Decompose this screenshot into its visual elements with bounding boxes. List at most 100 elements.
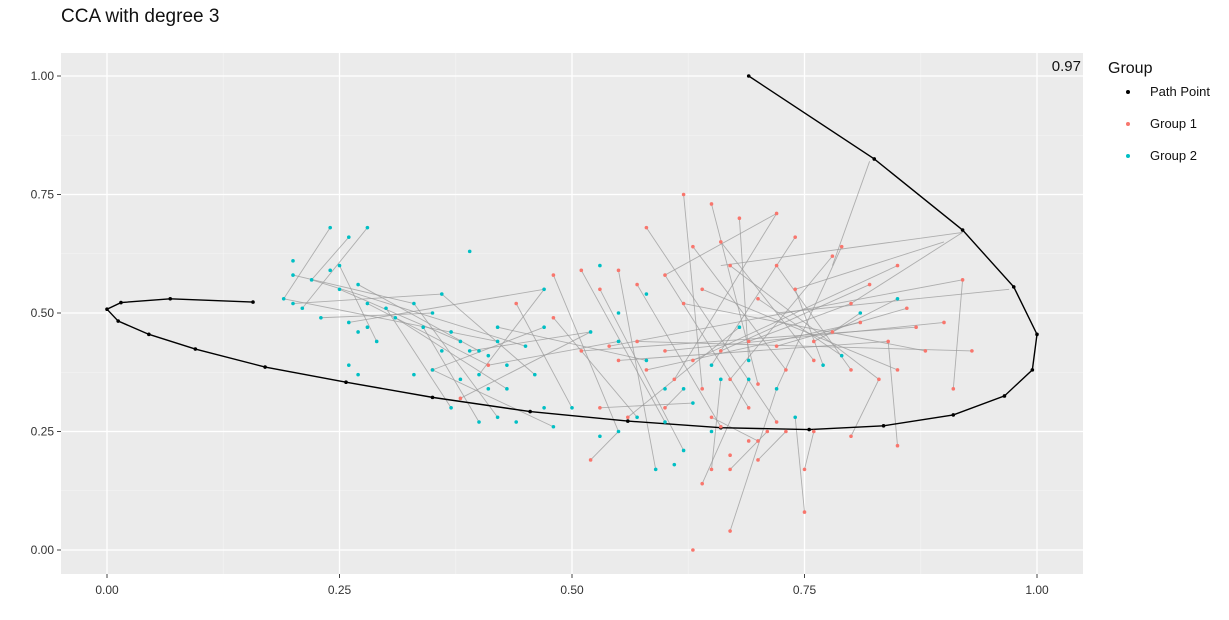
group-2-point xyxy=(486,353,491,358)
group-1-point xyxy=(719,349,723,353)
group-1-point xyxy=(774,420,779,424)
connector-segment xyxy=(729,265,880,380)
group-2-point xyxy=(681,387,686,391)
group-1-point xyxy=(746,439,751,443)
connector-lines xyxy=(283,161,1010,532)
group-2-point xyxy=(505,387,509,391)
y-tick-label: 0.50 xyxy=(31,306,55,320)
connector-segment xyxy=(395,317,508,390)
group-2-point xyxy=(774,387,779,391)
group-2-point xyxy=(542,287,546,292)
group-2-point xyxy=(616,311,621,315)
group-1-point xyxy=(681,301,686,306)
group-1-point xyxy=(895,368,900,372)
group-2-point xyxy=(319,315,323,320)
group-2-point xyxy=(281,296,286,301)
group-2-point xyxy=(542,406,546,410)
connector-segment xyxy=(441,293,536,375)
connector-segment xyxy=(664,388,684,409)
y-tick-label: 1.00 xyxy=(31,69,55,83)
group-1-point xyxy=(728,377,732,382)
path-point xyxy=(960,228,965,232)
group-1-point xyxy=(830,254,835,258)
group-1-point xyxy=(756,296,760,301)
group-2-point xyxy=(458,377,463,382)
group-1-point xyxy=(616,358,621,363)
group-1-point xyxy=(774,263,779,268)
group-2-point xyxy=(663,387,667,391)
path-point xyxy=(119,300,123,305)
path-point xyxy=(263,365,267,369)
group-2-point xyxy=(663,420,667,424)
group-2-point xyxy=(709,429,714,434)
group-2-point xyxy=(505,363,509,367)
group-1-point xyxy=(812,358,816,363)
group-2-point xyxy=(719,377,723,382)
connector-segment xyxy=(664,274,750,409)
path-point xyxy=(193,347,198,351)
group-2-point xyxy=(291,273,295,277)
group-2-point xyxy=(374,339,379,344)
connector-segment xyxy=(664,322,945,352)
legend-group-1-icon xyxy=(1126,122,1130,126)
group-2-point xyxy=(458,339,463,344)
group-1-point xyxy=(784,368,788,372)
group-1-point xyxy=(644,368,649,372)
connector-segment xyxy=(887,341,898,446)
group-2-point xyxy=(821,363,825,367)
group-2-point xyxy=(449,330,453,334)
group-2-point xyxy=(709,363,714,367)
group-1-point xyxy=(635,339,639,344)
connector-segment xyxy=(636,284,722,427)
group-1-point xyxy=(691,358,695,363)
connector-segment xyxy=(580,270,666,423)
group-1-point xyxy=(756,458,760,462)
group-2-point xyxy=(551,424,556,429)
connector-segment xyxy=(311,236,350,281)
y-tick-label: 0.00 xyxy=(31,543,55,557)
group-1-point xyxy=(709,467,714,472)
connector-segment xyxy=(795,241,945,290)
group-1-point xyxy=(719,424,723,429)
connector-segment xyxy=(729,431,768,470)
group-2-point xyxy=(430,368,435,372)
connector-segment xyxy=(711,203,759,385)
group-2-point xyxy=(598,263,602,268)
group-1-point xyxy=(895,263,900,268)
group-1-point xyxy=(551,273,556,277)
connector-segment xyxy=(581,326,917,352)
group-2-point xyxy=(542,325,546,330)
group-2-point xyxy=(347,235,351,239)
group-2-point xyxy=(486,387,491,391)
group-2-point xyxy=(746,358,751,363)
connector-segment xyxy=(432,369,554,428)
group-1-point xyxy=(663,349,667,353)
connector-segment xyxy=(497,326,647,361)
path-point xyxy=(746,74,751,78)
connector-segment xyxy=(646,227,777,423)
group-2-point xyxy=(356,330,360,334)
group-1-point xyxy=(709,202,714,206)
connector-segment xyxy=(832,312,861,333)
group-1-point xyxy=(709,415,714,420)
connector-segment xyxy=(850,232,963,304)
group-2-point xyxy=(412,372,416,377)
group-1-point xyxy=(746,406,751,410)
group-1-point xyxy=(756,439,760,443)
group-2-point xyxy=(421,325,426,330)
group-1-point xyxy=(728,467,732,472)
group-2-point xyxy=(570,406,574,410)
group-1-point xyxy=(774,211,779,216)
path-point xyxy=(105,307,109,312)
connector-segment xyxy=(609,279,963,347)
group-1-point xyxy=(849,368,853,372)
group-1-point xyxy=(895,443,900,448)
group-2-point xyxy=(644,292,649,296)
group-2-point xyxy=(644,358,649,363)
group-1-point xyxy=(700,387,704,391)
group-2-point xyxy=(691,401,695,405)
data-points xyxy=(281,192,974,552)
connector-segment xyxy=(618,270,657,470)
connector-segment xyxy=(831,161,871,266)
path-point xyxy=(872,157,877,161)
